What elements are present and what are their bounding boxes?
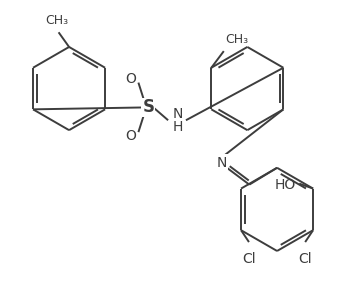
Text: CH₃: CH₃ xyxy=(46,14,69,27)
Text: Cl: Cl xyxy=(298,252,312,266)
Text: O: O xyxy=(125,72,136,86)
Text: Cl: Cl xyxy=(242,252,256,266)
Text: N: N xyxy=(216,156,227,170)
Text: CH₃: CH₃ xyxy=(225,33,248,46)
Text: O: O xyxy=(125,129,136,143)
Text: S: S xyxy=(142,98,154,116)
Text: N
H: N H xyxy=(173,107,183,134)
Text: HO: HO xyxy=(275,178,296,191)
